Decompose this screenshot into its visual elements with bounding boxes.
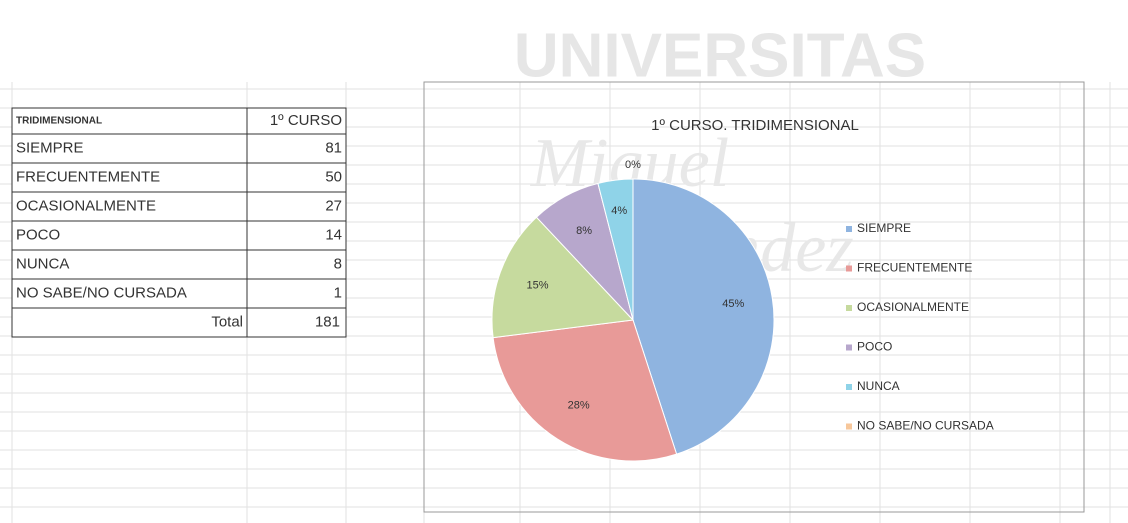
legend-label: SIEMPRE [857,221,911,235]
chart-title: 1º CURSO. TRIDIMENSIONAL [651,117,859,134]
data-label: 28% [568,400,590,412]
legend-swatch [846,384,852,390]
row-value: 1 [334,284,342,301]
data-label: 0% [625,159,641,171]
legend-swatch [846,305,852,311]
legend-label: OCASIONALMENTE [857,300,969,314]
data-label: 15% [526,280,548,292]
row-value: 8 [334,255,342,272]
row-label: OCASIONALMENTE [16,197,156,214]
row-value: 50 [325,168,342,185]
watermark: UNIVERSITAS [514,21,926,90]
pie-slice [632,178,775,455]
legend-swatch [846,344,852,351]
chart-frame [423,81,1085,513]
legend-swatch [846,226,852,232]
table-border [11,107,347,338]
row-label: FRECUENTEMENTE [16,168,160,185]
row-label: NUNCA [16,255,69,272]
pie-slice [492,319,678,462]
legend-label: POCO [857,340,892,354]
row-label: Total [211,313,243,330]
data-label: 45% [722,298,744,310]
table-header: 1º CURSO [270,112,342,129]
row-label: POCO [16,226,60,243]
row-value: 181 [315,313,340,330]
pie: 45% SIEMPRE 28% FRECUENTEMENTE 15% OCASIONALM… [491,159,994,462]
row-value: 81 [325,139,342,156]
row-value: 14 [325,226,342,243]
legend-label: FRECUENTEMENTE [857,261,972,275]
data-label: 8% [576,225,592,237]
legend-swatch [846,265,852,272]
data-label: 4% [611,205,627,217]
legend-label: NO SABE/NO CURSADA [857,419,994,433]
pie-slice [491,216,635,339]
legend-swatch [846,423,852,430]
row-label: SIEMPRE [16,139,84,156]
legend-label: NUNCA [857,379,900,393]
table-header: TRIDIMENSIONAL [16,116,102,127]
row-value: 27 [325,197,342,214]
row-label: NO SABE/NO CURSADA [16,284,187,301]
